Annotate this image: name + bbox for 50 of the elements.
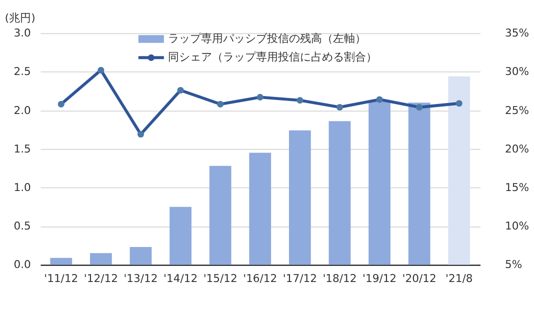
- y-tick-label: 2.0: [14, 104, 32, 117]
- bar: [50, 258, 72, 265]
- point: [256, 94, 264, 100]
- y2-tick-label: 35%: [505, 26, 530, 40]
- y-tick-label: 1.0: [14, 180, 32, 194]
- bar: [288, 130, 311, 265]
- point: [296, 97, 304, 104]
- y-axis-title: (兆円): [4, 11, 36, 24]
- point: [137, 130, 144, 138]
- legend-label: ラップ専用パッシブ投信の残高（左軸）: [168, 32, 366, 45]
- point: [416, 104, 423, 111]
- y-tick-label: 0.5: [14, 220, 31, 233]
- point: [177, 86, 184, 94]
- bar: [130, 247, 152, 265]
- bar: [328, 121, 351, 265]
- y-tick-label: 1.5: [14, 142, 31, 156]
- y2-tick-label: 15%: [505, 180, 530, 194]
- y2-tick-label: 30%: [505, 65, 530, 78]
- x-tick-label: '11/12: [44, 272, 78, 285]
- x-tick-label: '14/12: [164, 272, 198, 285]
- x-tick-label: '19/12: [362, 272, 397, 285]
- point: [217, 100, 224, 108]
- y2-tick-label: 25%: [505, 104, 530, 117]
- point: [456, 100, 462, 107]
- bar: [170, 206, 192, 265]
- x-tick-label: '13/12: [124, 272, 158, 285]
- x-tick-label: '12/12: [84, 272, 118, 285]
- point: [58, 100, 64, 108]
- x-tick-label: '20/12: [402, 272, 436, 285]
- y2-tick-label: 5%: [505, 258, 522, 272]
- bar: [209, 166, 232, 265]
- x-tick-label: '21/8: [446, 272, 473, 285]
- point: [376, 96, 383, 103]
- y2-tick-label: 10%: [505, 220, 530, 233]
- y-tick-label: 2.5: [14, 65, 31, 78]
- y-tick-label: 0.0: [14, 258, 32, 272]
- x-tick-label: '15/12: [203, 272, 238, 285]
- point: [336, 104, 344, 111]
- x-tick-label: '17/12: [282, 272, 317, 285]
- bar: [448, 76, 470, 265]
- y2-tick-label: 20%: [505, 142, 530, 156]
- x-tick-label: '16/12: [243, 272, 278, 285]
- bar: [90, 253, 112, 265]
- bar: [408, 102, 430, 265]
- y-tick-label: 3.0: [14, 26, 32, 40]
- point: [98, 66, 104, 74]
- legend-label: 同シェア（ラップ専用投信に占める割合）: [168, 50, 377, 64]
- x-tick-label: '18/12: [322, 272, 357, 285]
- bar: [368, 100, 390, 265]
- bar: [249, 152, 272, 265]
